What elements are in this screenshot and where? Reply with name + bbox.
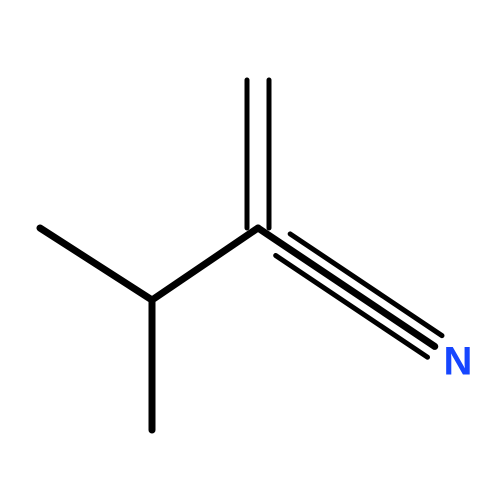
bond-nitrile-triple-b bbox=[258, 228, 435, 346]
bond-c2-c3-single bbox=[152, 228, 258, 300]
bond-c1-c2-single bbox=[40, 228, 152, 300]
bond-nitrile-triple-c bbox=[290, 234, 442, 336]
molecule-canvas: N bbox=[0, 0, 500, 500]
atom-label-nitrogen: N bbox=[444, 340, 473, 384]
bond-nitrile-triple-a bbox=[276, 255, 428, 357]
